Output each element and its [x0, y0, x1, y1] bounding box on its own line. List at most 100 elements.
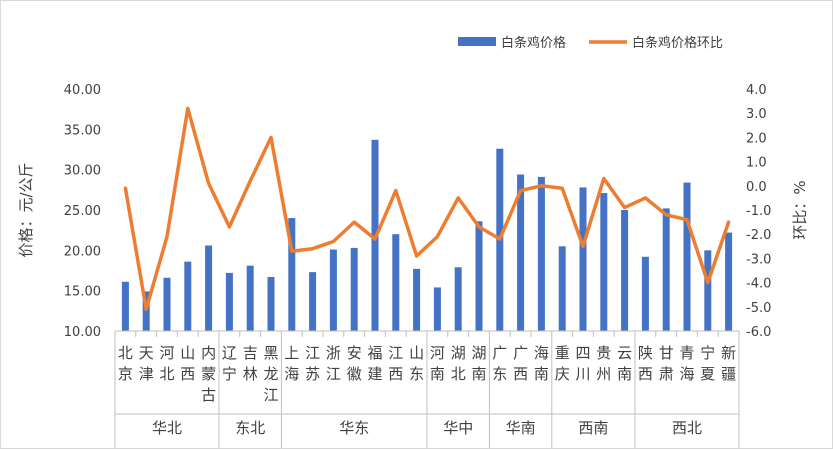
right-tick-label: -3.0	[746, 252, 771, 267]
price-bar	[246, 265, 254, 331]
price-bar	[683, 182, 691, 331]
price-bar	[641, 256, 649, 331]
category-label: 青	[679, 344, 694, 362]
category-label: 陕	[638, 344, 653, 362]
price-bar	[662, 208, 670, 331]
price-bar	[205, 245, 213, 331]
category-label: 古	[201, 386, 216, 404]
category-label: 疆	[721, 365, 736, 383]
right-tick-label: 2.0	[746, 131, 767, 146]
category-label: 黑	[263, 344, 278, 362]
group-label: 东北	[235, 419, 265, 437]
category-label: 河	[159, 344, 174, 362]
category-label: 徽	[347, 365, 362, 383]
price-bar	[454, 267, 462, 331]
left-tick-label: 30.00	[64, 164, 101, 179]
price-bar	[350, 247, 358, 331]
category-label: 南	[471, 365, 486, 383]
right-tick-label: 4.0	[746, 83, 767, 98]
left-tick-label: 15.00	[64, 285, 101, 300]
category-label: 宁	[700, 344, 715, 362]
category-label: 上	[284, 344, 299, 362]
price-bar	[704, 250, 712, 331]
category-label: 东	[492, 365, 507, 383]
category-label: 海	[679, 365, 694, 383]
category-label: 重	[555, 344, 570, 362]
category-label: 宁	[222, 365, 237, 383]
right-tick-label: -4.0	[746, 277, 771, 292]
legend-bar-swatch	[458, 37, 496, 46]
category-label: 林	[243, 365, 258, 383]
right-tick-label: 3.0	[746, 107, 767, 122]
left-axis-title: 价格：元/公斤	[17, 162, 35, 257]
category-label: 州	[596, 365, 611, 383]
right-tick-label: 1.0	[746, 156, 767, 171]
category-label: 甘	[659, 344, 674, 362]
left-tick-label: 25.00	[64, 204, 101, 219]
category-label: 苏	[305, 365, 320, 383]
price-bar	[433, 287, 441, 331]
price-bar	[621, 210, 629, 331]
category-label: 内	[201, 344, 216, 362]
category-label: 西	[638, 365, 653, 383]
right-tick-label: -1.0	[746, 204, 771, 219]
group-label: 西北	[672, 419, 702, 437]
bar-series	[121, 139, 733, 331]
price-bar	[142, 291, 150, 331]
category-label: 河	[430, 344, 445, 362]
legend-line-label: 白条鸡价格环比	[632, 35, 723, 51]
category-label: 南	[430, 365, 445, 383]
category-label: 山	[180, 344, 195, 362]
price-bar	[288, 218, 296, 331]
group-label: 华南	[506, 419, 536, 437]
category-label: 江	[263, 386, 278, 404]
category-label: 贵	[596, 344, 611, 362]
price-bar	[475, 221, 483, 331]
price-bar	[537, 176, 545, 331]
line-series	[123, 106, 731, 311]
category-label: 南	[534, 365, 549, 383]
category-label: 北	[118, 344, 133, 362]
left-tick-label: 40.00	[64, 83, 101, 98]
legend: 白条鸡价格 白条鸡价格环比	[458, 35, 723, 51]
category-label: 北	[159, 365, 174, 383]
right-tick-label: -5.0	[746, 301, 771, 316]
price-bar	[225, 272, 233, 331]
category-label: 龙	[263, 365, 278, 383]
group-label: 西南	[578, 419, 608, 437]
right-tick-label: -6.0	[746, 325, 771, 340]
price-bar	[329, 249, 337, 331]
category-label: 吉	[243, 344, 258, 362]
price-bar	[121, 281, 129, 331]
price-bar	[725, 232, 733, 331]
category-label: 山	[409, 344, 424, 362]
category-label: 天	[139, 344, 154, 362]
price-bar	[413, 268, 421, 331]
category-label: 海	[534, 344, 549, 362]
category-label: 云	[617, 344, 632, 362]
price-bar	[600, 193, 608, 331]
category-label: 南	[617, 365, 632, 383]
category-label: 东	[409, 365, 424, 383]
category-label: 蒙	[201, 365, 216, 383]
right-tick-label: -2.0	[746, 228, 771, 243]
category-label: 北	[451, 365, 466, 383]
price-bar	[309, 272, 317, 331]
category-label: 广	[492, 344, 507, 362]
group-label: 华东	[339, 419, 369, 437]
group-label: 华中	[443, 419, 473, 437]
price-bar	[558, 246, 566, 331]
category-label: 江	[305, 344, 320, 362]
category-label: 江	[326, 365, 341, 383]
legend-bar-label: 白条鸡价格	[501, 35, 566, 51]
price-bar	[392, 234, 400, 331]
category-label: 西	[388, 365, 403, 383]
category-label: 建	[367, 365, 382, 383]
axes: 10.00 15.00 20.00 25.00 30.00 35.00 40.00 -6.0 -…	[17, 83, 809, 448]
category-label: 肃	[659, 365, 674, 383]
price-bar	[267, 276, 275, 331]
mom-change-line	[123, 106, 731, 311]
category-label: 川	[575, 365, 590, 383]
